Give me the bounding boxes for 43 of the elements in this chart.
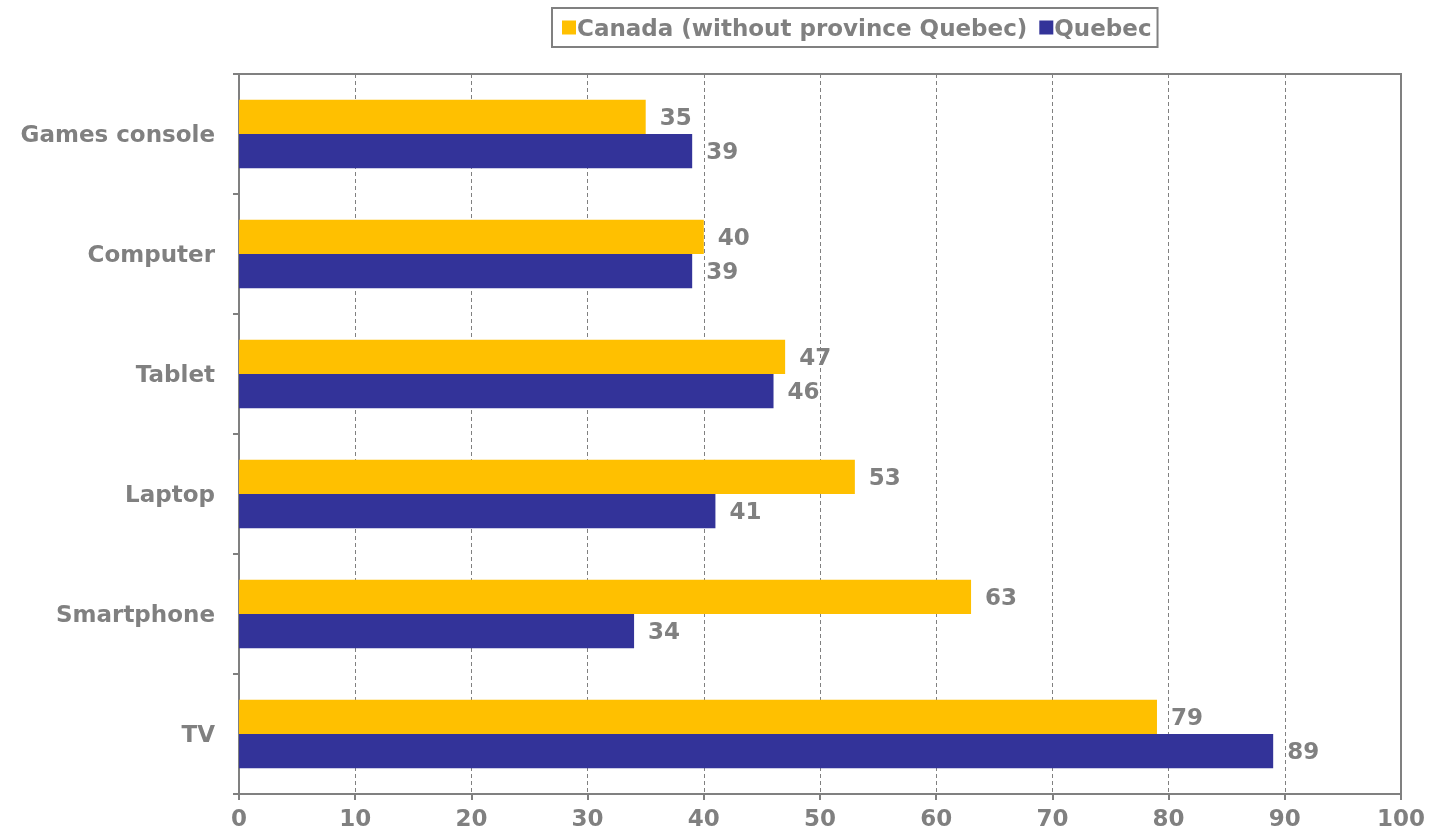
x-tick-label: 90 — [1268, 804, 1301, 831]
data-label: 79 — [1170, 703, 1203, 730]
bar — [239, 614, 635, 649]
bar — [239, 99, 646, 134]
x-tick-label: 60 — [920, 804, 953, 831]
data-label: 39 — [706, 138, 739, 165]
bar — [239, 254, 693, 289]
data-label: 46 — [787, 378, 820, 405]
bar — [239, 494, 716, 529]
x-tick-label: 0 — [230, 804, 248, 831]
x-tick-label: 10 — [339, 804, 372, 831]
data-label: 47 — [799, 343, 832, 370]
x-tick-label: 30 — [571, 804, 604, 831]
x-tick-label: 50 — [803, 804, 837, 831]
legend-label: Canada (without province Quebec) — [577, 14, 1028, 41]
bar — [239, 134, 693, 169]
bar — [239, 219, 704, 254]
x-tick-label: 20 — [455, 804, 488, 831]
bar — [239, 459, 855, 494]
bar — [239, 734, 1274, 769]
legend-label: Quebec — [1054, 14, 1152, 41]
data-label: 39 — [706, 258, 739, 285]
x-tick-label: 80 — [1152, 804, 1185, 831]
data-label: 40 — [717, 223, 750, 250]
data-label: 41 — [729, 498, 762, 525]
x-tick-label: 40 — [687, 804, 720, 831]
data-label: 63 — [985, 583, 1018, 610]
data-label: 34 — [648, 618, 681, 645]
data-label: 89 — [1287, 738, 1320, 765]
y-tick-label: Laptop — [125, 481, 215, 507]
bar — [239, 374, 774, 409]
bar — [239, 699, 1157, 734]
y-tick-label: Tablet — [135, 361, 215, 387]
y-tick-label: Games console — [20, 121, 215, 147]
data-label: 35 — [659, 103, 692, 130]
bar — [239, 339, 786, 374]
y-tick-label: Computer — [87, 241, 216, 267]
x-tick-label: 70 — [1036, 804, 1069, 831]
bar — [239, 579, 972, 614]
data-label: 53 — [868, 463, 901, 490]
x-tick-label: 100 — [1376, 804, 1426, 831]
y-tick-label: TV — [181, 721, 216, 747]
y-tick-label: Smartphone — [55, 601, 215, 627]
